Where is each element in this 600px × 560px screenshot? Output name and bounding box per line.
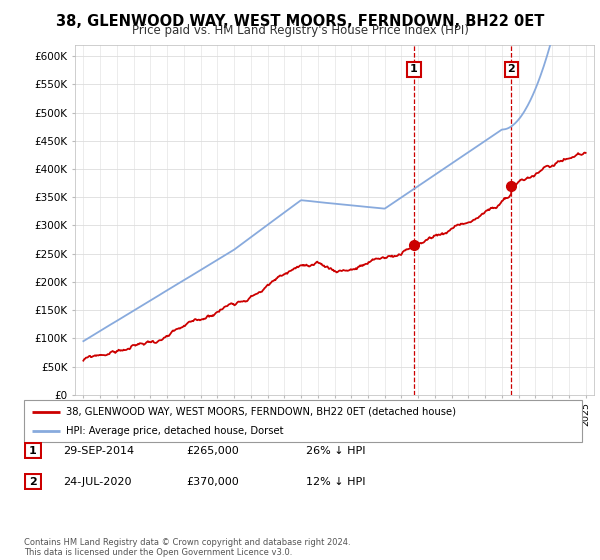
Text: 2: 2 — [29, 477, 37, 487]
Text: 1: 1 — [29, 446, 37, 456]
Text: 24-JUL-2020: 24-JUL-2020 — [63, 477, 131, 487]
Text: Price paid vs. HM Land Registry's House Price Index (HPI): Price paid vs. HM Land Registry's House … — [131, 24, 469, 37]
Text: £370,000: £370,000 — [186, 477, 239, 487]
Text: 26% ↓ HPI: 26% ↓ HPI — [306, 446, 365, 456]
FancyBboxPatch shape — [25, 444, 41, 458]
Text: 2: 2 — [508, 64, 515, 74]
FancyBboxPatch shape — [24, 400, 582, 442]
Text: £265,000: £265,000 — [186, 446, 239, 456]
Text: 1: 1 — [410, 64, 418, 74]
Text: HPI: Average price, detached house, Dorset: HPI: Average price, detached house, Dors… — [66, 426, 283, 436]
Text: 38, GLENWOOD WAY, WEST MOORS, FERNDOWN, BH22 0ET: 38, GLENWOOD WAY, WEST MOORS, FERNDOWN, … — [56, 14, 544, 29]
Text: 38, GLENWOOD WAY, WEST MOORS, FERNDOWN, BH22 0ET (detached house): 38, GLENWOOD WAY, WEST MOORS, FERNDOWN, … — [66, 407, 456, 417]
Text: 29-SEP-2014: 29-SEP-2014 — [63, 446, 134, 456]
Text: Contains HM Land Registry data © Crown copyright and database right 2024.
This d: Contains HM Land Registry data © Crown c… — [24, 538, 350, 557]
FancyBboxPatch shape — [25, 474, 41, 489]
Text: 12% ↓ HPI: 12% ↓ HPI — [306, 477, 365, 487]
